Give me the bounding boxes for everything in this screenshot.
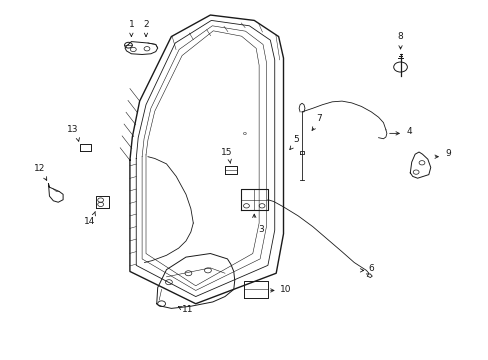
Text: 13: 13 [67,125,79,134]
Text: 2: 2 [143,21,148,30]
Text: 12: 12 [34,164,45,173]
Text: 6: 6 [368,265,374,274]
Text: 10: 10 [279,285,290,294]
Text: 7: 7 [316,114,322,123]
Text: 3: 3 [258,225,264,234]
Text: 14: 14 [83,217,95,226]
Text: 8: 8 [397,32,403,41]
Text: 11: 11 [182,305,193,314]
Text: 9: 9 [445,149,450,158]
Text: o: o [242,131,246,136]
Text: 5: 5 [293,135,298,144]
Text: 15: 15 [221,148,232,157]
Text: 1: 1 [128,21,134,30]
Text: 4: 4 [406,127,411,136]
